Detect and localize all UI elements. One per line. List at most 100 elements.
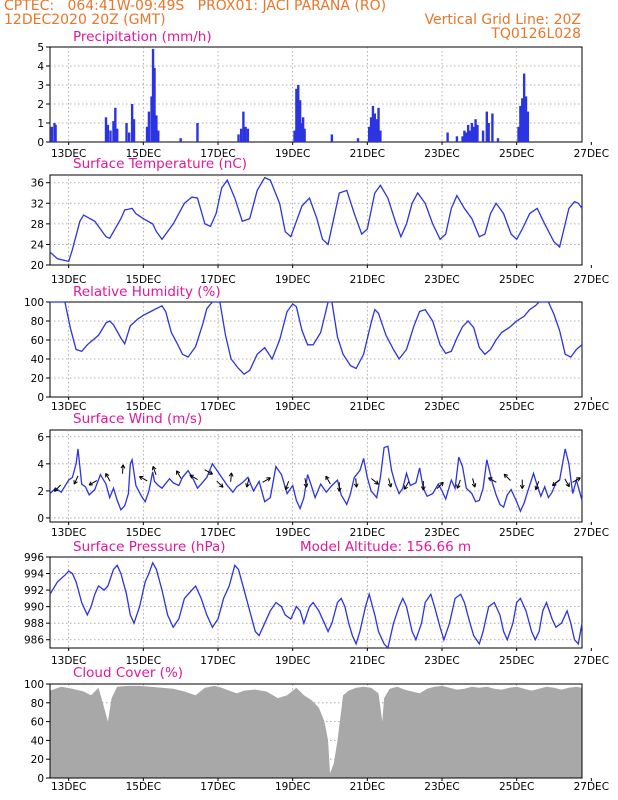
- wind-arrow: [245, 478, 250, 488]
- header-line3-right: TQ0126L028: [491, 26, 581, 42]
- precip-bar: [472, 126, 475, 142]
- precip-bar: [300, 123, 303, 142]
- x-tick-label: 19DEC: [275, 274, 310, 286]
- precip-bar: [54, 124, 57, 142]
- x-tick-label: 17DEC: [200, 401, 235, 413]
- x-tick-label: 23DEC: [424, 781, 459, 793]
- wind-arrow: [403, 481, 410, 490]
- x-tick-label: 13DEC: [51, 401, 86, 413]
- x-tick-label: 15DEC: [126, 655, 161, 667]
- precip-bar: [466, 124, 470, 142]
- wind-arrow: [88, 480, 98, 486]
- y-tick-label: 28: [31, 219, 44, 231]
- precip-bar: [524, 96, 528, 142]
- precip-bar: [196, 123, 199, 142]
- panel-4: 13DEC 15DEC 17DEC 19DEC 21DEC 23DEC 25DEC 27DEC…: [24, 539, 609, 667]
- x-tick-label: 25DEC: [499, 148, 534, 160]
- x-tick-label: 27DEC: [574, 148, 609, 160]
- wind-arrow: [572, 477, 581, 483]
- x-tick-label: 23DEC: [424, 274, 459, 286]
- y-tick-label: 20: [31, 373, 44, 385]
- precip-bar: [127, 132, 131, 142]
- precip-bar: [130, 104, 134, 142]
- x-tick-label: 19DEC: [275, 527, 310, 539]
- precip-bar: [487, 123, 490, 142]
- wind-arrow: [353, 478, 359, 488]
- precip-bar: [239, 128, 243, 142]
- precip-bar: [485, 111, 488, 142]
- x-tick-label: 15DEC: [126, 781, 161, 793]
- y-tick-label: 32: [31, 198, 44, 210]
- precip-bar: [522, 73, 526, 142]
- header-line2-right: Vertical Grid Line: 20Z: [424, 12, 581, 28]
- precip-bar: [155, 115, 158, 142]
- x-tick-label: 13DEC: [51, 781, 86, 793]
- x-tick-label: 25DEC: [499, 781, 534, 793]
- y-tick-label: 986: [24, 635, 44, 647]
- precip-bar: [474, 119, 477, 142]
- header-line2-left: 12DEC2020 20Z (GMT): [4, 12, 166, 28]
- precip-bar: [330, 134, 334, 142]
- precip-bar: [104, 117, 108, 142]
- y-tick-label: 0: [37, 137, 44, 149]
- y-tick-label: 4: [37, 61, 44, 73]
- x-tick-label: 21DEC: [350, 274, 385, 286]
- wind-arrow: [336, 482, 342, 492]
- precip-bar: [298, 100, 302, 142]
- precip-bar: [106, 124, 110, 142]
- x-tick-label: 19DEC: [275, 401, 310, 413]
- y-tick-label: 0: [37, 513, 44, 525]
- precip-bar: [237, 134, 240, 142]
- header-line1-left: CPTEC: 064:41W-09:49S PROX01: JACI PARAN…: [4, 0, 387, 14]
- precip-bar: [242, 111, 245, 142]
- precip-bar: [153, 67, 156, 142]
- y-tick-label: 2: [37, 99, 44, 111]
- precip-bar: [375, 119, 378, 142]
- y-tick-label: 0: [37, 773, 44, 785]
- wind-arrow: [551, 479, 560, 487]
- precip-bar: [293, 130, 296, 142]
- plot-frame-top: [49, 683, 583, 779]
- precip-bar: [303, 128, 306, 142]
- precip-bar: [125, 123, 128, 142]
- precip-bar: [150, 96, 153, 142]
- precip-bar: [116, 128, 119, 142]
- y-tick-label: 990: [24, 602, 44, 614]
- x-tick-label: 21DEC: [350, 401, 385, 413]
- precip-bar: [519, 105, 522, 142]
- panel-title: Surface Wind (m/s): [73, 411, 202, 427]
- wind-arrow: [420, 480, 426, 491]
- series-line: [49, 176, 583, 263]
- x-tick-label: 23DEC: [424, 527, 459, 539]
- x-tick-label: 23DEC: [424, 401, 459, 413]
- y-tick-label: 20: [31, 754, 44, 766]
- y-tick-label: 24: [31, 239, 45, 251]
- x-tick-label: 23DEC: [424, 148, 459, 160]
- y-tick-label: 2: [37, 486, 44, 498]
- wind-arrow: [534, 481, 540, 491]
- y-tick-label: 60: [31, 717, 44, 729]
- wind-arrow: [564, 478, 570, 488]
- precip-bar: [147, 111, 151, 142]
- y-tick-label: 60: [31, 335, 44, 347]
- precip-bar: [112, 121, 115, 142]
- x-tick-label: 25DEC: [499, 401, 534, 413]
- panel-title: Surface Temperature (nC): [73, 156, 247, 172]
- wind-arrow: [488, 477, 497, 483]
- precip-bar: [244, 126, 247, 142]
- y-tick-label: 100: [24, 297, 44, 309]
- wind-arrow: [371, 478, 379, 485]
- y-tick-label: 3: [37, 80, 44, 92]
- y-tick-label: 100: [24, 679, 44, 691]
- precip-bar: [157, 130, 160, 142]
- precip-bar: [297, 85, 300, 142]
- x-tick-label: 17DEC: [200, 655, 235, 667]
- precip-bar: [468, 130, 472, 142]
- panel-title: Cloud Cover (%): [73, 665, 183, 681]
- panel-title: Surface Pressure (hPa): [73, 539, 226, 555]
- y-tick-label: 80: [31, 698, 44, 710]
- precip-bar: [295, 88, 298, 142]
- precip-bar: [461, 136, 464, 142]
- precip-bar: [521, 98, 524, 142]
- y-tick-label: 20: [31, 260, 44, 272]
